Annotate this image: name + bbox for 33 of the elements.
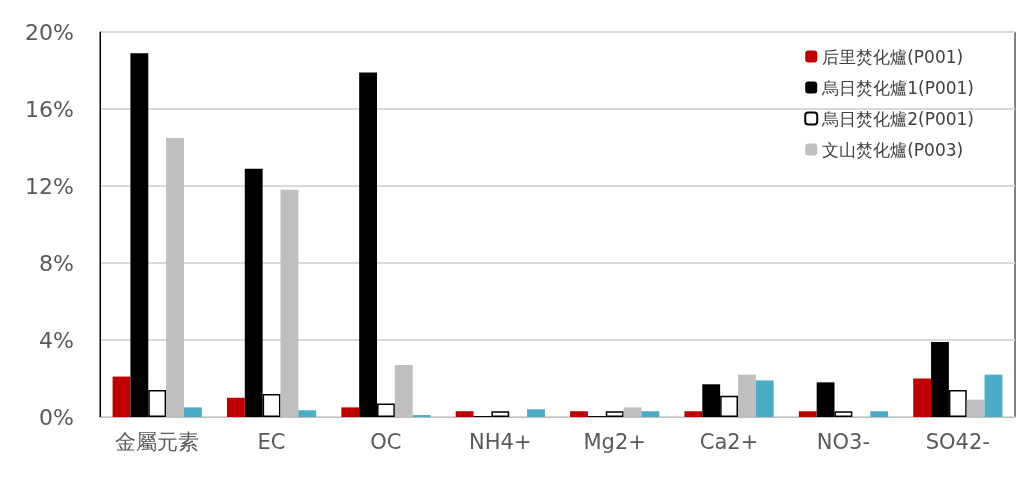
bar bbox=[641, 411, 660, 417]
y-tick-label: 8% bbox=[39, 250, 74, 276]
y-tick-label: 0% bbox=[39, 404, 74, 430]
x-tick-label: Ca2+ bbox=[699, 429, 759, 454]
legend-label: 后里焚化爐(P001) bbox=[822, 46, 964, 67]
bar bbox=[112, 376, 131, 417]
x-tick-label: EC bbox=[257, 429, 286, 454]
legend-label: 文山焚化爐(P003) bbox=[822, 139, 964, 160]
x-tick-label: 金屬元素 bbox=[115, 429, 200, 454]
bar bbox=[984, 374, 1003, 417]
y-tick-label: 16% bbox=[25, 96, 74, 122]
y-tick-label: 20% bbox=[25, 19, 74, 45]
x-tick-label: SO42- bbox=[925, 429, 990, 454]
bar bbox=[570, 411, 588, 417]
bar bbox=[527, 409, 545, 417]
bar bbox=[913, 378, 932, 417]
y-tick-label: 4% bbox=[39, 327, 74, 353]
bar bbox=[183, 407, 202, 417]
y-tick-label: 12% bbox=[25, 173, 74, 199]
bar bbox=[341, 407, 360, 417]
x-tick-label: OC bbox=[370, 429, 402, 454]
x-tick-label: Mg2+ bbox=[583, 429, 646, 454]
bar bbox=[798, 411, 817, 417]
x-tick-label: NO3- bbox=[816, 429, 871, 454]
bar bbox=[226, 397, 245, 417]
bar bbox=[870, 411, 889, 417]
x-tick-label: NH4+ bbox=[469, 429, 532, 454]
bar bbox=[684, 411, 703, 417]
bar bbox=[455, 411, 474, 417]
bar bbox=[298, 410, 317, 417]
legend-label: 烏日焚化爐1(P001) bbox=[821, 77, 974, 98]
bar bbox=[755, 380, 774, 417]
legend-label: 烏日焚化爐2(P001) bbox=[821, 108, 974, 129]
